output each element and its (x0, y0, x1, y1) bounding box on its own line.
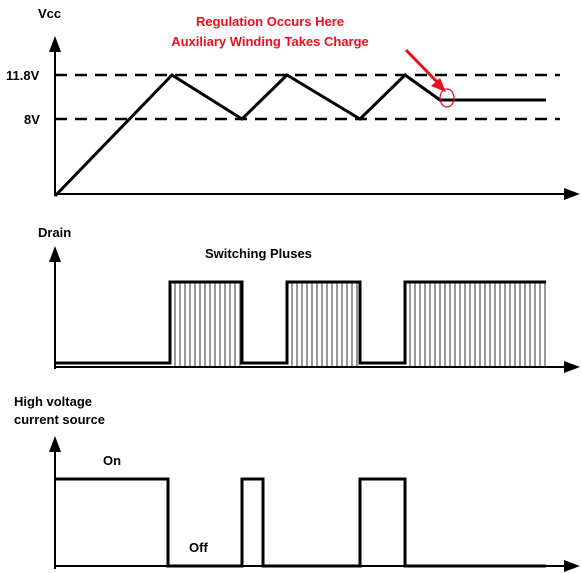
drain-x-axis-arrow (564, 361, 580, 373)
vcc-y-axis-arrow (49, 36, 61, 52)
hv-y-axis-arrow (49, 436, 61, 452)
hv-axis-label-line-1: High voltage (14, 394, 92, 409)
drain-axis-label: Drain (38, 225, 71, 240)
switching-pulses-label: Switching Pluses (205, 246, 312, 261)
hv-panel: High voltage current source On Off (14, 394, 580, 572)
level-low-label: 8V (24, 112, 40, 127)
vcc-x-axis-arrow (564, 188, 580, 200)
annotation-arrow (404, 48, 443, 88)
level-high-label: 11.8V (6, 68, 40, 83)
drain-waveform (55, 280, 546, 365)
hv-x-axis-arrow (564, 560, 580, 572)
annotation-arrowhead (431, 78, 446, 92)
regulation-point-circle (439, 88, 455, 108)
vcc-panel: Vcc 11.8V 8V Regulation Occurs Here Auxi… (6, 6, 580, 200)
off-label: Off (189, 540, 208, 555)
annotation-line-2: Auxiliary Winding Takes Charge (171, 34, 369, 49)
vcc-waveform (53, 73, 546, 198)
switching-hatching (174, 282, 546, 367)
annotation-line-1: Regulation Occurs Here (196, 14, 344, 29)
hv-axis-label-line-2: current source (14, 412, 105, 427)
vcc-axis-label: Vcc (38, 6, 61, 21)
drain-y-axis-arrow (49, 246, 61, 262)
hv-waveform (55, 477, 546, 568)
drain-panel: Drain Switching Pluses (38, 225, 580, 373)
on-label: On (103, 453, 121, 468)
